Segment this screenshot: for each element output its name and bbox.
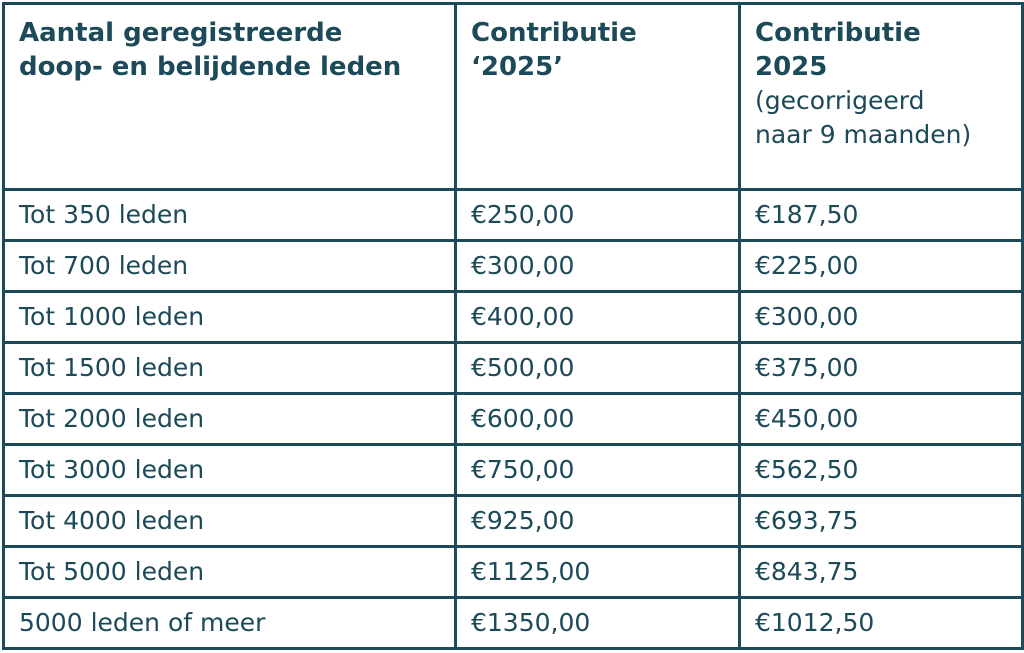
table-row: Tot 1000 leden €400,00 €300,00 [2, 290, 1024, 344]
cell-contribution: €300,00 [454, 239, 741, 293]
header-correction-note-line2: naar 9 maanden) [755, 120, 972, 149]
cell-member-count: Tot 5000 leden [2, 545, 457, 599]
cell-contribution: €1350,00 [454, 596, 741, 650]
header-contribution-quoted-line2: ‘2025’ [471, 52, 564, 82]
cell-member-count: Tot 1000 leden [2, 290, 457, 344]
cell-contribution: €1125,00 [454, 545, 741, 599]
cell-contribution: €600,00 [454, 392, 741, 446]
header-member-count: Aantal geregistreerde doop- en belijdend… [2, 2, 457, 191]
cell-contribution-corrected: €187,50 [738, 188, 1024, 242]
cell-contribution-corrected: €693,75 [738, 494, 1024, 548]
table-body: Tot 350 leden €250,00 €187,50 Tot 700 le… [2, 188, 1024, 650]
table-row: Tot 4000 leden €925,00 €693,75 [2, 494, 1024, 548]
cell-member-count: Tot 1500 leden [2, 341, 457, 395]
table-row: Tot 1500 leden €500,00 €375,00 [2, 341, 1024, 395]
cell-contribution: €500,00 [454, 341, 741, 395]
cell-contribution-corrected: €1012,50 [738, 596, 1024, 650]
cell-contribution: €925,00 [454, 494, 741, 548]
header-contribution-quoted-line1: Contributie [471, 18, 637, 48]
cell-contribution-corrected: €562,50 [738, 443, 1024, 497]
table-row: 5000 leden of meer €1350,00 €1012,50 [2, 596, 1024, 650]
cell-member-count: Tot 2000 leden [2, 392, 457, 446]
cell-contribution-corrected: €375,00 [738, 341, 1024, 395]
header-member-count-line1: Aantal geregistreerde [19, 18, 343, 48]
header-contribution-2025-quoted: Contributie ‘2025’ [454, 2, 741, 191]
table-row: Tot 700 leden €300,00 €225,00 [2, 239, 1024, 293]
header-contribution-2025-corrected: Contributie 2025 (gecorrigeerd naar 9 ma… [738, 2, 1024, 191]
table-row: Tot 3000 leden €750,00 €562,50 [2, 443, 1024, 497]
cell-member-count: Tot 4000 leden [2, 494, 457, 548]
cell-contribution-corrected: €450,00 [738, 392, 1024, 446]
table-row: Tot 5000 leden €1125,00 €843,75 [2, 545, 1024, 599]
cell-contribution: €250,00 [454, 188, 741, 242]
cell-member-count: Tot 350 leden [2, 188, 457, 242]
cell-contribution-corrected: €300,00 [738, 290, 1024, 344]
header-contribution-corrected-line1: Contributie [755, 18, 921, 48]
table-row: Tot 350 leden €250,00 €187,50 [2, 188, 1024, 242]
cell-contribution: €750,00 [454, 443, 741, 497]
cell-member-count: Tot 3000 leden [2, 443, 457, 497]
cell-member-count: 5000 leden of meer [2, 596, 457, 650]
cell-member-count: Tot 700 leden [2, 239, 457, 293]
header-member-count-line2: doop- en belijdende leden [19, 52, 402, 82]
cell-contribution-corrected: €843,75 [738, 545, 1024, 599]
cell-contribution: €400,00 [454, 290, 741, 344]
header-correction-note-line1: (gecorrigeerd [755, 86, 925, 115]
table-row: Tot 2000 leden €600,00 €450,00 [2, 392, 1024, 446]
header-contribution-corrected-line2: 2025 [755, 52, 828, 82]
table-header-row: Aantal geregistreerde doop- en belijdend… [2, 2, 1024, 191]
cell-contribution-corrected: €225,00 [738, 239, 1024, 293]
